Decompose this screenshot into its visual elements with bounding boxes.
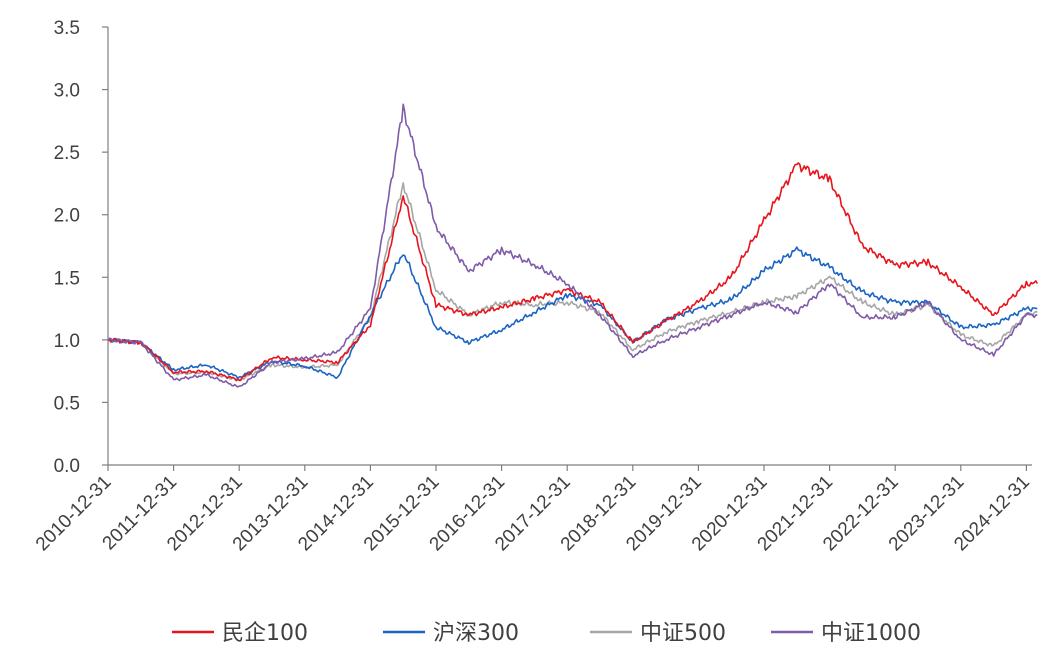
series-line-2 — [107, 182, 1038, 381]
series-line-0 — [108, 162, 1038, 382]
chart-series — [107, 103, 1038, 388]
legend-label: 民企100 — [222, 621, 308, 646]
y-tick-label: 0.5 — [54, 393, 80, 414]
y-tick-label: 1.0 — [54, 331, 80, 352]
chart-axes: 0.00.51.01.52.02.53.03.52010-12-312011-1… — [32, 18, 1034, 555]
y-tick-label: 2.5 — [54, 143, 80, 164]
chart-legend: 民企100 沪深300 中证500 中证1000 — [172, 621, 921, 646]
y-tick-label: 3.5 — [54, 18, 80, 39]
y-tick-label: 0.0 — [54, 456, 80, 477]
y-tick-label: 2.0 — [54, 206, 80, 227]
legend-label: 中证500 — [640, 621, 726, 646]
legend-label: 中证1000 — [821, 621, 921, 646]
y-tick-label: 3.0 — [54, 81, 80, 102]
legend-label: 沪深300 — [433, 621, 519, 646]
y-tick-label: 1.5 — [54, 268, 80, 289]
series-line-1 — [107, 246, 1038, 380]
series-line-3 — [107, 103, 1038, 388]
